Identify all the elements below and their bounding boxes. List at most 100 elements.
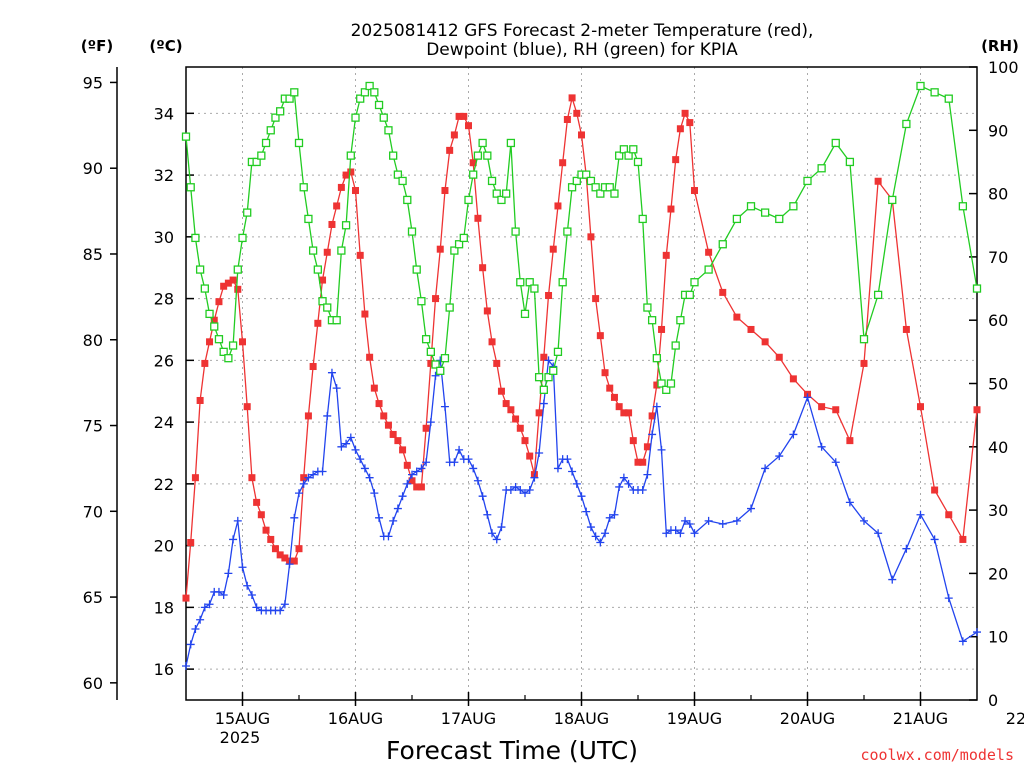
temperature-point (691, 187, 698, 195)
temperature-point (361, 310, 369, 318)
temperature-point (667, 205, 675, 213)
rh-point (586, 176, 596, 186)
rh-point (572, 176, 581, 186)
temperature-point (422, 424, 430, 432)
dewpoint-point (817, 442, 826, 451)
dewpoint-point (422, 458, 431, 467)
dewpoint-point (356, 455, 365, 464)
rh-point (944, 94, 953, 103)
dewpoint-point (586, 523, 595, 532)
temperature-point (356, 251, 364, 259)
temperature-point (587, 233, 595, 241)
rh-point (195, 265, 205, 274)
temperature-point (973, 406, 981, 414)
temperature-point (253, 498, 261, 506)
series-layer (181, 81, 982, 671)
rh-point (186, 183, 195, 192)
temperature-point (493, 359, 501, 367)
rh-point (902, 119, 911, 129)
footer-credit: coolwx.com/models (860, 746, 1014, 764)
temperature-point (606, 384, 614, 392)
rh-point (360, 88, 370, 97)
dewpoint-point (506, 486, 515, 495)
temperature-point (276, 551, 284, 559)
temperature-point (389, 430, 397, 438)
grid-lines (186, 67, 977, 700)
rh-point (685, 290, 694, 300)
rh-point (332, 316, 341, 325)
temperature-point (545, 291, 553, 299)
temperature-point (676, 125, 684, 133)
rh-point (346, 151, 355, 160)
temperature-point (761, 338, 769, 346)
rh-point (318, 297, 327, 306)
dewpoint-point (916, 510, 925, 519)
right-unit-rh: (RH) (981, 37, 1019, 55)
rh-point (304, 214, 313, 224)
x-tick-label: 18AUG (554, 709, 609, 728)
rh-point (243, 208, 252, 217)
rh-point (459, 233, 468, 243)
temperature-point (403, 461, 411, 469)
rh-point (356, 94, 365, 103)
rh-point (374, 100, 384, 110)
temperature-point (931, 486, 939, 494)
rh-point (789, 202, 798, 211)
dewpoint-point (200, 603, 209, 612)
rh-point (803, 176, 812, 186)
rh-point (351, 113, 360, 122)
temperature-point (549, 245, 557, 253)
left-unit-celsius: (ºC) (149, 37, 182, 55)
rh-point (389, 151, 398, 160)
rh-point (563, 227, 572, 236)
x-tick-label: 19AUG (667, 709, 722, 728)
f-tick-label: 90 (83, 159, 103, 178)
dewpoint-point (351, 445, 360, 454)
dewpoint-point (318, 467, 327, 476)
rh-point (859, 335, 869, 344)
rh-point (647, 316, 657, 325)
rh-point (308, 246, 318, 255)
temperature-point (427, 359, 435, 367)
f-tick-label: 75 (83, 417, 103, 436)
dewpoint-point (224, 569, 233, 578)
temperature-point (187, 539, 195, 547)
rh-point (487, 176, 497, 186)
rh-point (643, 303, 652, 312)
temperature-point (224, 279, 232, 287)
rh-point (958, 202, 968, 211)
temperature-point (479, 264, 487, 272)
rh-point (511, 227, 520, 236)
rh-point (530, 284, 539, 293)
rh-point (257, 151, 266, 160)
rh-point (294, 138, 304, 148)
axes: 16 18 20 22 24 26 28 30 32 34 15AUG 16AUG 17AUG 18AUG… (83, 58, 1024, 728)
rh-point (252, 157, 261, 167)
dewpoint-point (473, 476, 482, 485)
dewpoint-point (535, 448, 544, 457)
temperature-point (366, 353, 374, 361)
temperature-point (441, 187, 449, 195)
dewpoint-point (530, 473, 539, 482)
dewpoint-point (243, 581, 252, 590)
temperature-point (592, 295, 600, 303)
dewpoint-point (393, 504, 402, 513)
f-tick-label: 65 (83, 588, 103, 607)
dewpoint-point (403, 479, 412, 488)
temperature-point (257, 511, 265, 519)
temperature-point (686, 119, 694, 127)
temperature-point (436, 245, 444, 253)
dewpoint-point (657, 445, 666, 454)
dewpoint-point (671, 526, 680, 535)
dewpoint-point (681, 516, 690, 525)
rh-point (365, 81, 374, 91)
x-year-label: 2025 (220, 728, 261, 747)
dewpoint-point (605, 513, 614, 522)
dewpoint-point (309, 470, 318, 479)
rh-series (181, 81, 982, 394)
temperature-point (573, 109, 581, 117)
rh-point (916, 81, 925, 91)
temperature-point (629, 437, 637, 445)
rh-point (497, 195, 506, 205)
temperature-point (465, 122, 472, 130)
